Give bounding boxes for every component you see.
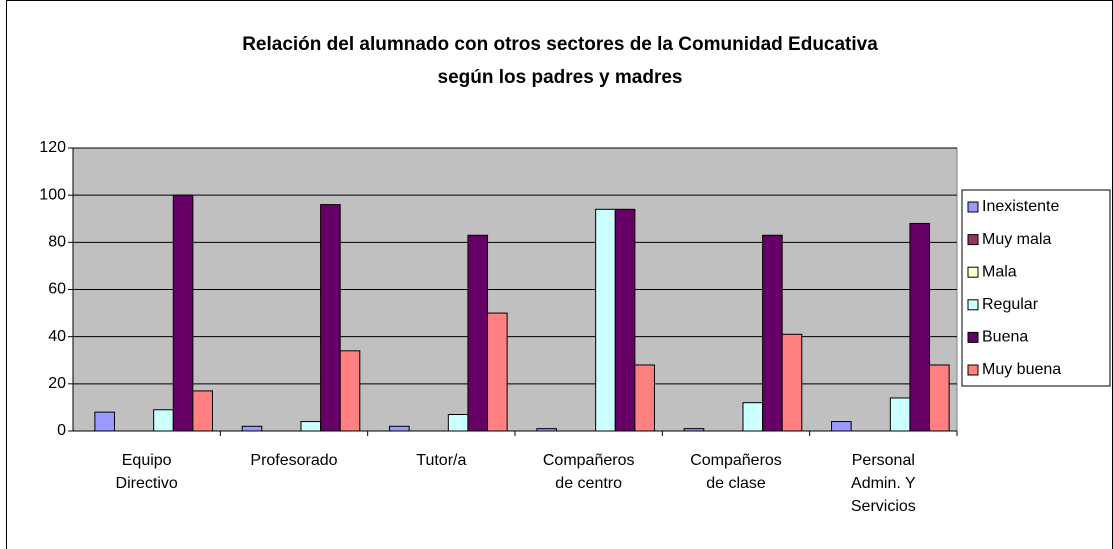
legend-swatch <box>967 364 979 376</box>
x-tick-label: Profesorado <box>250 452 337 469</box>
y-tick-label: 100 <box>39 186 66 203</box>
bar <box>300 421 322 432</box>
x-tick-label-line: Servicios <box>851 498 916 515</box>
x-tick-label-line: Admin. Y <box>851 475 916 492</box>
y-tick-label: 20 <box>48 375 66 392</box>
legend <box>961 189 1111 387</box>
legend-label: Inexistente <box>982 198 1059 215</box>
x-tick-label-line: Personal <box>852 452 915 469</box>
bar <box>781 333 803 432</box>
x-tick-label: Personal Admin. Y Servicios <box>851 452 916 515</box>
legend-label: Muy buena <box>982 361 1061 378</box>
y-tick-label: 60 <box>48 281 66 298</box>
bar <box>94 411 115 432</box>
x-tick-label-line: Compañeros <box>543 452 635 469</box>
legend-swatch <box>967 201 979 213</box>
bar <box>889 397 911 432</box>
bar <box>153 409 174 432</box>
bar <box>192 390 213 432</box>
bar <box>831 421 852 432</box>
bar <box>683 428 705 432</box>
bar <box>487 312 508 432</box>
bar <box>614 208 636 432</box>
bar <box>536 428 557 432</box>
bar <box>339 350 361 432</box>
x-tick-label: Compañeros de centro <box>543 452 635 492</box>
y-tick-label: 0 <box>57 422 66 439</box>
legend-label: Muy mala <box>982 231 1051 248</box>
x-tick-label-line: Directivo <box>116 475 178 492</box>
x-tick-label: Compañeros de clase <box>690 452 782 492</box>
bar <box>172 194 194 432</box>
chart-title: según los padres y madres <box>438 67 683 88</box>
bar <box>742 402 764 432</box>
legend-swatch <box>967 299 979 311</box>
x-tick-label: Tutor/a <box>416 452 466 469</box>
legend-label: Mala <box>982 263 1017 280</box>
bar <box>447 413 469 432</box>
x-tick-label-line: Equipo <box>122 452 172 469</box>
y-tick-label: 40 <box>48 328 66 345</box>
x-tick-label-line: de clase <box>706 475 766 492</box>
bar <box>467 234 489 432</box>
bar <box>389 425 410 432</box>
x-tick-label-line: Compañeros <box>690 452 782 469</box>
bar <box>762 234 783 432</box>
legend-swatch <box>967 266 979 278</box>
legend-label: Regular <box>982 296 1039 313</box>
legend-swatch <box>967 331 979 343</box>
chart-title: Relación del alumnado con otros sectores… <box>242 34 878 55</box>
bar <box>320 204 341 432</box>
x-tick-label-line: Profesorado <box>250 452 337 469</box>
legend-label: Buena <box>982 329 1028 346</box>
legend-swatch <box>967 234 979 246</box>
bar <box>929 364 950 432</box>
bar <box>634 364 655 432</box>
y-tick-label: 80 <box>48 234 66 251</box>
bar <box>241 425 263 432</box>
bar <box>909 222 931 432</box>
x-tick-label-line: Tutor/a <box>416 452 466 469</box>
bar <box>595 208 616 432</box>
y-tick-label: 120 <box>39 139 66 156</box>
x-tick-label-line: de centro <box>555 475 622 492</box>
x-tick-label: Equipo Directivo <box>116 452 178 492</box>
